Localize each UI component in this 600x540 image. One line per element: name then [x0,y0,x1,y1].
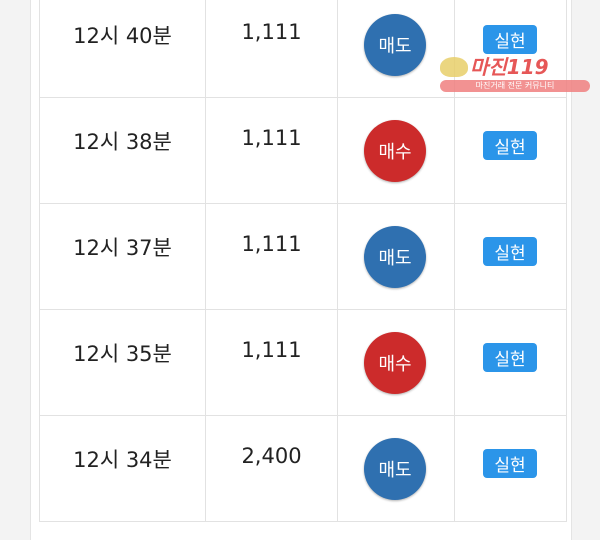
trade-time: 12시 35분 [73,342,172,366]
sell-side-badge[interactable]: 매도 [364,226,426,288]
time-cell: 12시 38분 [39,97,206,204]
state-cell: 실현 [454,97,567,204]
side-cell: 매수 [337,97,455,204]
trade-time: 12시 34분 [73,448,172,472]
price-cell: 1,111 [205,97,338,204]
realized-status-badge[interactable]: 실현 [483,237,537,266]
watermark-subtitle: 마진거래 전문 커뮤니티 [440,80,590,92]
buy-side-badge[interactable]: 매수 [364,120,426,182]
price-cell: 1,111 [205,203,338,310]
realized-status-badge[interactable]: 실현 [483,131,537,160]
trade-price: 1,111 [241,232,302,256]
trade-price: 1,111 [241,126,302,150]
side-cell: 매수 [337,309,455,416]
trade-price: 1,111 [241,20,302,44]
sell-side-badge[interactable]: 매도 [364,14,426,76]
watermark-title: 마진119 [470,55,549,79]
buy-side-badge[interactable]: 매수 [364,332,426,394]
side-cell: 매도 [337,203,455,310]
trade-time: 12시 38분 [73,130,172,154]
side-cell: 매도 [337,0,455,98]
table-row: 12시 35분 1,111 매수 실현 [39,309,567,416]
table-row: 12시 34분 2,400 매도 실현 [39,415,567,522]
time-cell: 12시 37분 [39,203,206,310]
price-cell: 1,111 [205,0,338,98]
time-cell: 12시 40분 [39,0,206,98]
eagle-emblem-icon [440,57,468,77]
watermark-logo: 마진119 마진거래 전문 커뮤니티 [436,55,596,93]
realized-status-badge[interactable]: 실현 [483,449,537,478]
trade-history-table: 12시 40분 1,111 매도 실현 12시 38분 1,111 매수 실현 12… [39,0,567,522]
sell-side-badge[interactable]: 매도 [364,438,426,500]
table-row: 12시 37분 1,111 매도 실현 [39,203,567,310]
table-row: 12시 38분 1,111 매수 실현 [39,97,567,204]
trade-time: 12시 40분 [73,24,172,48]
time-cell: 12시 35분 [39,309,206,416]
trade-price: 2,400 [241,444,302,468]
price-cell: 2,400 [205,415,338,522]
side-cell: 매도 [337,415,455,522]
time-cell: 12시 34분 [39,415,206,522]
realized-status-badge[interactable]: 실현 [483,25,537,54]
trade-time: 12시 37분 [73,236,172,260]
state-cell: 실현 [454,203,567,310]
state-cell: 실현 [454,309,567,416]
price-cell: 1,111 [205,309,338,416]
realized-status-badge[interactable]: 실현 [483,343,537,372]
trade-price: 1,111 [241,338,302,362]
state-cell: 실현 [454,415,567,522]
